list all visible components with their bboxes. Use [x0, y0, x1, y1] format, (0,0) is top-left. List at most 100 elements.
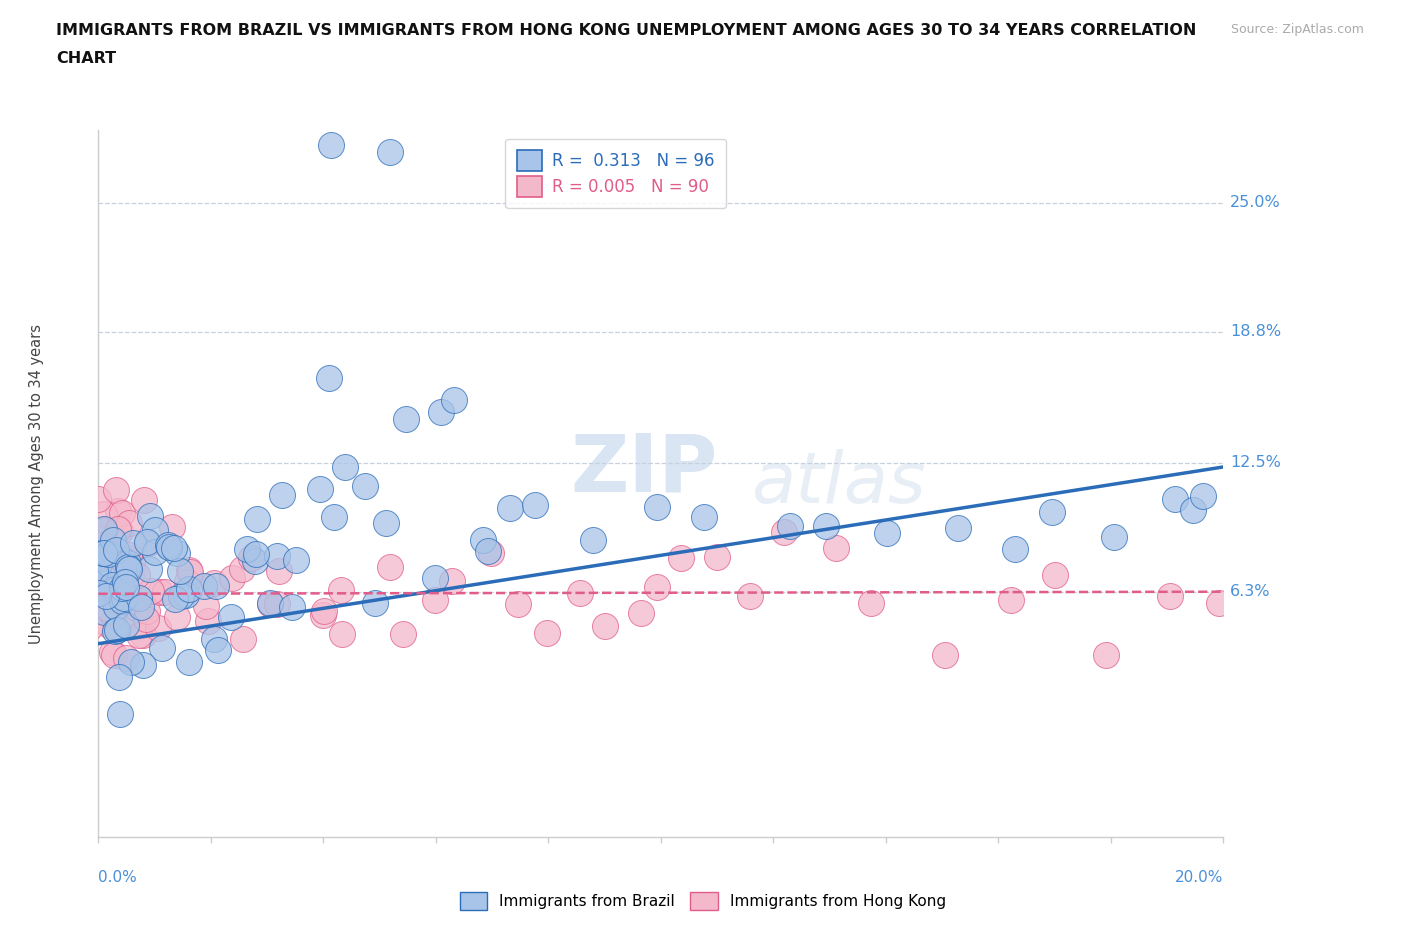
Point [319, 138, 342, 153]
Point [202, 632, 225, 647]
Point [281, 600, 304, 615]
Point [93, 576, 115, 591]
Point [114, 580, 136, 595]
Point [740, 588, 762, 603]
Point [122, 536, 145, 551]
Text: Source: ZipAtlas.com: Source: ZipAtlas.com [1230, 23, 1364, 36]
Point [1000, 592, 1022, 607]
Point [508, 596, 530, 611]
Point [110, 707, 132, 722]
Point [117, 556, 139, 571]
Text: CHART: CHART [56, 51, 117, 66]
Point [375, 515, 398, 530]
Point [107, 503, 129, 518]
Point [176, 575, 198, 590]
Point [523, 498, 546, 512]
Point [91, 546, 114, 561]
Point [132, 628, 155, 643]
Point [138, 562, 160, 577]
Point [93, 522, 115, 537]
Text: atlas: atlas [751, 449, 925, 518]
Text: 0.0%: 0.0% [98, 870, 138, 884]
Point [948, 521, 970, 536]
Point [100, 562, 122, 577]
Point [647, 499, 669, 514]
Point [125, 568, 148, 583]
Point [582, 532, 605, 547]
Point [160, 519, 183, 534]
Point [266, 549, 288, 564]
Point [177, 562, 200, 577]
Point [150, 641, 173, 656]
Point [103, 647, 125, 662]
Point [112, 553, 135, 568]
Point [240, 551, 263, 565]
Point [97, 557, 120, 572]
Point [706, 549, 728, 564]
Point [86, 538, 108, 552]
Point [245, 547, 267, 562]
Point [669, 551, 692, 565]
Point [333, 459, 356, 474]
Point [322, 510, 344, 525]
Point [120, 655, 142, 670]
Point [117, 515, 139, 530]
Point [112, 564, 135, 578]
Point [536, 626, 558, 641]
Text: 12.5%: 12.5% [1230, 456, 1281, 471]
Point [155, 585, 177, 600]
Point [1095, 648, 1118, 663]
Point [111, 505, 134, 520]
Point [170, 589, 193, 604]
Point [136, 604, 159, 618]
Point [94, 590, 117, 604]
Point [378, 145, 401, 160]
Point [125, 601, 148, 616]
Point [104, 483, 127, 498]
Point [221, 571, 243, 586]
Point [197, 613, 219, 628]
Text: IMMIGRANTS FROM BRAZIL VS IMMIGRANTS FROM HONG KONG UNEMPLOYMENT AMONG AGES 30 T: IMMIGRANTS FROM BRAZIL VS IMMIGRANTS FRO… [56, 23, 1197, 38]
Point [1040, 504, 1063, 519]
Point [177, 655, 200, 670]
Point [87, 492, 110, 507]
Point [105, 600, 128, 615]
Point [934, 647, 956, 662]
Point [87, 586, 110, 601]
Point [118, 562, 141, 577]
Point [693, 510, 716, 525]
Point [499, 500, 522, 515]
Point [423, 593, 446, 608]
Point [195, 599, 218, 614]
Point [205, 578, 228, 593]
Point [174, 588, 197, 603]
Point [243, 553, 266, 568]
Point [259, 595, 281, 610]
Point [312, 607, 335, 622]
Point [97, 546, 120, 561]
Point [179, 565, 201, 579]
Point [443, 392, 465, 407]
Point [93, 523, 115, 538]
Point [101, 578, 124, 592]
Point [145, 522, 167, 537]
Point [110, 551, 132, 566]
Point [772, 525, 794, 539]
Point [93, 506, 115, 521]
Point [111, 615, 134, 630]
Point [266, 597, 288, 612]
Point [73, 635, 96, 650]
Point [117, 559, 139, 574]
Point [391, 627, 413, 642]
Point [132, 493, 155, 508]
Point [441, 573, 464, 588]
Text: 25.0%: 25.0% [1230, 195, 1281, 210]
Point [96, 589, 118, 604]
Point [330, 627, 353, 642]
Point [146, 620, 169, 635]
Point [101, 529, 124, 544]
Point [859, 595, 882, 610]
Point [93, 604, 115, 619]
Point [1192, 489, 1215, 504]
Point [149, 585, 172, 600]
